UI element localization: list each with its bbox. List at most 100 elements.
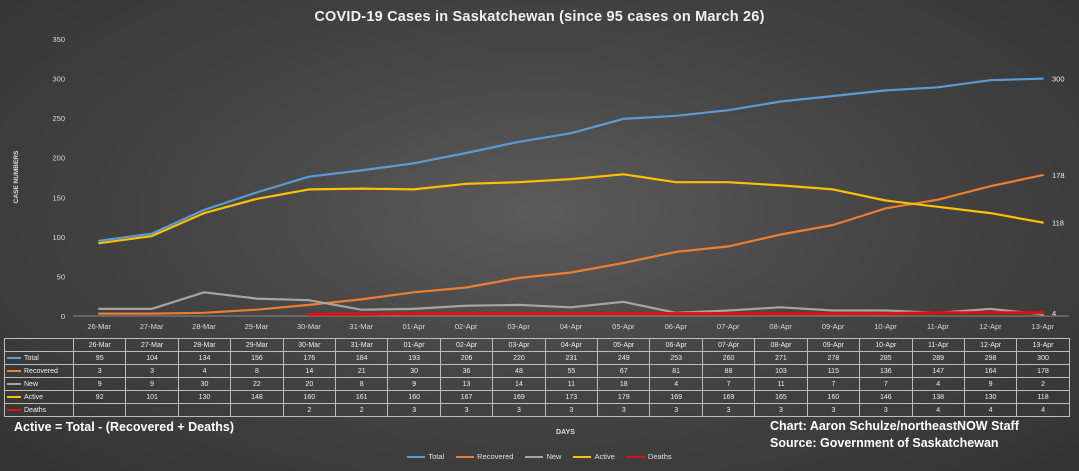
table-value-cell: 3 bbox=[439, 403, 494, 417]
series-line-deaths bbox=[307, 311, 1045, 316]
y-tick-label: 150 bbox=[52, 193, 65, 202]
table-value-cell: 161 bbox=[335, 390, 389, 404]
table-value-cell: 3 bbox=[597, 403, 651, 417]
table-header-cell: 29-Mar bbox=[230, 338, 284, 352]
x-tick-label: 30-Mar bbox=[297, 322, 321, 331]
series-swatch-active bbox=[7, 395, 21, 398]
legend-label: Deaths bbox=[647, 452, 672, 461]
legend-label: New bbox=[546, 452, 562, 461]
table-value-cell: 167 bbox=[439, 390, 494, 404]
x-tick-label: 12-Apr bbox=[979, 322, 1002, 331]
table-value-cell: 67 bbox=[597, 364, 651, 378]
table-value-cell: 3 bbox=[701, 403, 756, 417]
table-value-cell: 13 bbox=[439, 377, 494, 391]
table-value-cell: 101 bbox=[125, 390, 179, 404]
x-tick-label: 04-Apr bbox=[560, 322, 583, 331]
table-value-cell: 178 bbox=[1016, 364, 1070, 378]
table-value-cell: 193 bbox=[387, 351, 441, 365]
table-value-cell: 3 bbox=[806, 403, 861, 417]
table-header-cell: 13-Apr bbox=[1016, 338, 1070, 352]
table-value-cell: 3 bbox=[72, 364, 127, 378]
table-value-cell: 9 bbox=[72, 377, 127, 391]
table-value-cell: 81 bbox=[649, 364, 703, 378]
series-swatch-deaths bbox=[7, 408, 21, 411]
y-tick-label: 350 bbox=[52, 35, 65, 44]
table-value-cell: 156 bbox=[230, 351, 284, 365]
table-value-cell: 21 bbox=[335, 364, 389, 378]
x-tick-label: 03-Apr bbox=[507, 322, 530, 331]
legend: Total Recovered New Active Deaths bbox=[0, 452, 1079, 461]
table-value-cell: 92 bbox=[72, 390, 127, 404]
x-tick-label: 06-Apr bbox=[665, 322, 688, 331]
table-value-cell: 231 bbox=[544, 351, 599, 365]
x-axis-title: DAYS bbox=[556, 429, 575, 436]
table-value-cell bbox=[125, 403, 179, 417]
data-label-total: 300 bbox=[1052, 75, 1065, 84]
y-tick-label: 200 bbox=[52, 154, 65, 163]
table-header-cell: 31-Mar bbox=[335, 338, 389, 352]
legend-swatch-new bbox=[525, 456, 544, 459]
y-axis-title: CASE NUMBERS bbox=[13, 150, 20, 203]
table-header-cell: 05-Apr bbox=[597, 338, 651, 352]
table-value-cell: 55 bbox=[544, 364, 599, 378]
table-value-cell: 206 bbox=[439, 351, 494, 365]
table-value-cell: 169 bbox=[649, 390, 703, 404]
table-value-cell: 134 bbox=[177, 351, 232, 365]
table-header-cell: 02-Apr bbox=[439, 338, 494, 352]
series-swatch-recovered bbox=[7, 369, 21, 372]
table-value-cell: 164 bbox=[963, 364, 1018, 378]
series-line-total bbox=[98, 77, 1044, 242]
table-value-cell: 11 bbox=[754, 377, 808, 391]
table-value-cell: 271 bbox=[754, 351, 808, 365]
table-value-cell: 160 bbox=[806, 390, 861, 404]
table-value-cell: 138 bbox=[911, 390, 965, 404]
table-value-cell: 8 bbox=[230, 364, 284, 378]
table-value-cell: 253 bbox=[649, 351, 703, 365]
table-value-cell: 7 bbox=[859, 377, 913, 391]
table-value-cell: 176 bbox=[282, 351, 337, 365]
x-tick-label: 09-Apr bbox=[822, 322, 845, 331]
table-value-cell: 2 bbox=[335, 403, 389, 417]
table-series-label: Total bbox=[4, 351, 74, 365]
chart-title: COVID-19 Cases in Saskatchewan (since 95… bbox=[314, 9, 765, 25]
table-value-cell: 173 bbox=[544, 390, 599, 404]
table-value-cell: 4 bbox=[911, 403, 965, 417]
table-header-cell: 01-Apr bbox=[387, 338, 441, 352]
table-header-cell: 28-Mar bbox=[177, 338, 232, 352]
table-value-cell: 285 bbox=[859, 351, 913, 365]
table-header-cell: 27-Mar bbox=[125, 338, 179, 352]
table-value-cell: 4 bbox=[963, 403, 1018, 417]
table-value-cell: 179 bbox=[597, 390, 651, 404]
table-value-cell: 2 bbox=[282, 403, 337, 417]
x-tick-label: 01-Apr bbox=[402, 322, 425, 331]
table-value-cell: 148 bbox=[230, 390, 284, 404]
table-series-label: Deaths bbox=[4, 403, 74, 417]
legend-item-new: New bbox=[525, 452, 561, 461]
table-value-cell bbox=[177, 403, 232, 417]
table-value-cell: 169 bbox=[492, 390, 546, 404]
legend-swatch-active bbox=[573, 456, 592, 459]
legend-item-active: Active bbox=[573, 452, 615, 461]
table-value-cell: 160 bbox=[387, 390, 441, 404]
table-series-label: New bbox=[4, 377, 74, 391]
table-value-cell: 4 bbox=[649, 377, 703, 391]
table-value-cell: 169 bbox=[701, 390, 756, 404]
table-row-recovered: Recovered 3 3 4 8 14 21 30 36 48 55 67 81 88 103 115 136… bbox=[4, 364, 1070, 378]
table-value-cell bbox=[230, 403, 284, 417]
table-value-cell: 11 bbox=[544, 377, 599, 391]
table-value-cell: 184 bbox=[335, 351, 389, 365]
table-value-cell: 3 bbox=[125, 364, 179, 378]
x-tick-label: 13-Apr bbox=[1032, 322, 1055, 331]
table-value-cell: 30 bbox=[177, 377, 232, 391]
data-label-active: 118 bbox=[1052, 219, 1064, 228]
x-tick-label: 28-Mar bbox=[192, 322, 216, 331]
table-value-cell: 9 bbox=[387, 377, 441, 391]
table-value-cell: 14 bbox=[282, 364, 337, 378]
table-value-cell: 4 bbox=[1016, 403, 1070, 417]
source-note: Source: Government of Saskatchewan bbox=[770, 436, 999, 450]
x-tick-label: 02-Apr bbox=[455, 322, 478, 331]
y-tick-label: 250 bbox=[52, 114, 65, 123]
table-header-cell: 07-Apr bbox=[701, 338, 756, 352]
table-header-cell: 09-Apr bbox=[806, 338, 861, 352]
